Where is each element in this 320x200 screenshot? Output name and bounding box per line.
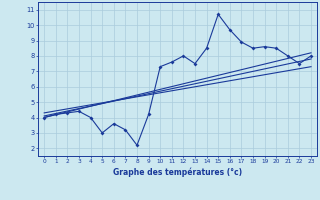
X-axis label: Graphe des températures (°c): Graphe des températures (°c)	[113, 167, 242, 177]
